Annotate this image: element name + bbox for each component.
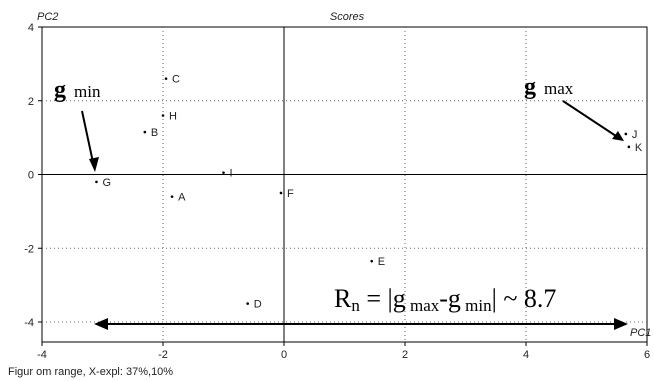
- y-tick-label: 4: [28, 22, 34, 34]
- zero-axes: [42, 27, 647, 342]
- point-label-K: K: [635, 142, 643, 154]
- data-point-E: [370, 259, 374, 263]
- point-label-C: C: [172, 74, 180, 86]
- x-tick-label: 6: [644, 349, 650, 361]
- data-point-A: [170, 195, 174, 198]
- point-label-E: E: [378, 256, 385, 268]
- point-label-D: D: [254, 299, 262, 311]
- x-tick-label: 2: [402, 349, 408, 361]
- data-point-J: [624, 132, 628, 136]
- axis-ticks: -4 -2 0 2 4 6 -4 -2 0 2 4: [24, 22, 650, 361]
- x-tick-label: 4: [523, 349, 529, 361]
- data-point-K: [627, 145, 631, 149]
- y-tick-label: -4: [24, 317, 34, 329]
- y-tick-label: 0: [28, 170, 34, 182]
- chart-title: Scores: [330, 11, 365, 23]
- data-points: C HB I G A F E D JK: [95, 74, 643, 311]
- range-arrowhead-right: [614, 318, 628, 330]
- point-label-I: I: [230, 168, 233, 180]
- x-tick-label: -4: [37, 349, 47, 361]
- g-min-arrowhead: [89, 157, 99, 172]
- x-tick-label: 0: [281, 349, 287, 361]
- data-point-B: [143, 130, 147, 134]
- point-label-B: B: [151, 127, 158, 139]
- g-max-arrow: [562, 100, 620, 139]
- plot-frame: [41, 26, 648, 343]
- point-label-J: J: [632, 129, 638, 141]
- data-point-G: [95, 180, 98, 184]
- x-tick-label: -2: [158, 349, 168, 361]
- y-tick-label: 2: [28, 96, 34, 108]
- point-label-A: A: [178, 192, 186, 204]
- x-axis-title: PC1: [630, 327, 651, 339]
- data-point-H: [161, 114, 165, 117]
- point-label-H: H: [169, 111, 177, 123]
- data-point-D: [246, 302, 249, 305]
- point-label-G: G: [102, 177, 111, 189]
- data-point-C: [164, 77, 168, 80]
- point-label-F: F: [287, 188, 294, 200]
- g-min-arrow: [81, 110, 95, 168]
- g-min-label: g min: [54, 77, 101, 103]
- g-max-arrowhead: [612, 131, 624, 141]
- grid-lines: [42, 27, 647, 342]
- range-formula: Rn = |g max-g min| ~ 8.7: [334, 284, 556, 315]
- y-tick-label: -2: [24, 243, 34, 255]
- y-axis-title: PC2: [37, 11, 58, 23]
- data-point-I: [222, 171, 225, 174]
- range-arrowhead-left: [94, 318, 108, 330]
- figure-caption: Figur om range, X-expl: 37%,10%: [8, 366, 174, 378]
- g-max-label: g max: [524, 74, 574, 100]
- data-point-F: [279, 191, 283, 195]
